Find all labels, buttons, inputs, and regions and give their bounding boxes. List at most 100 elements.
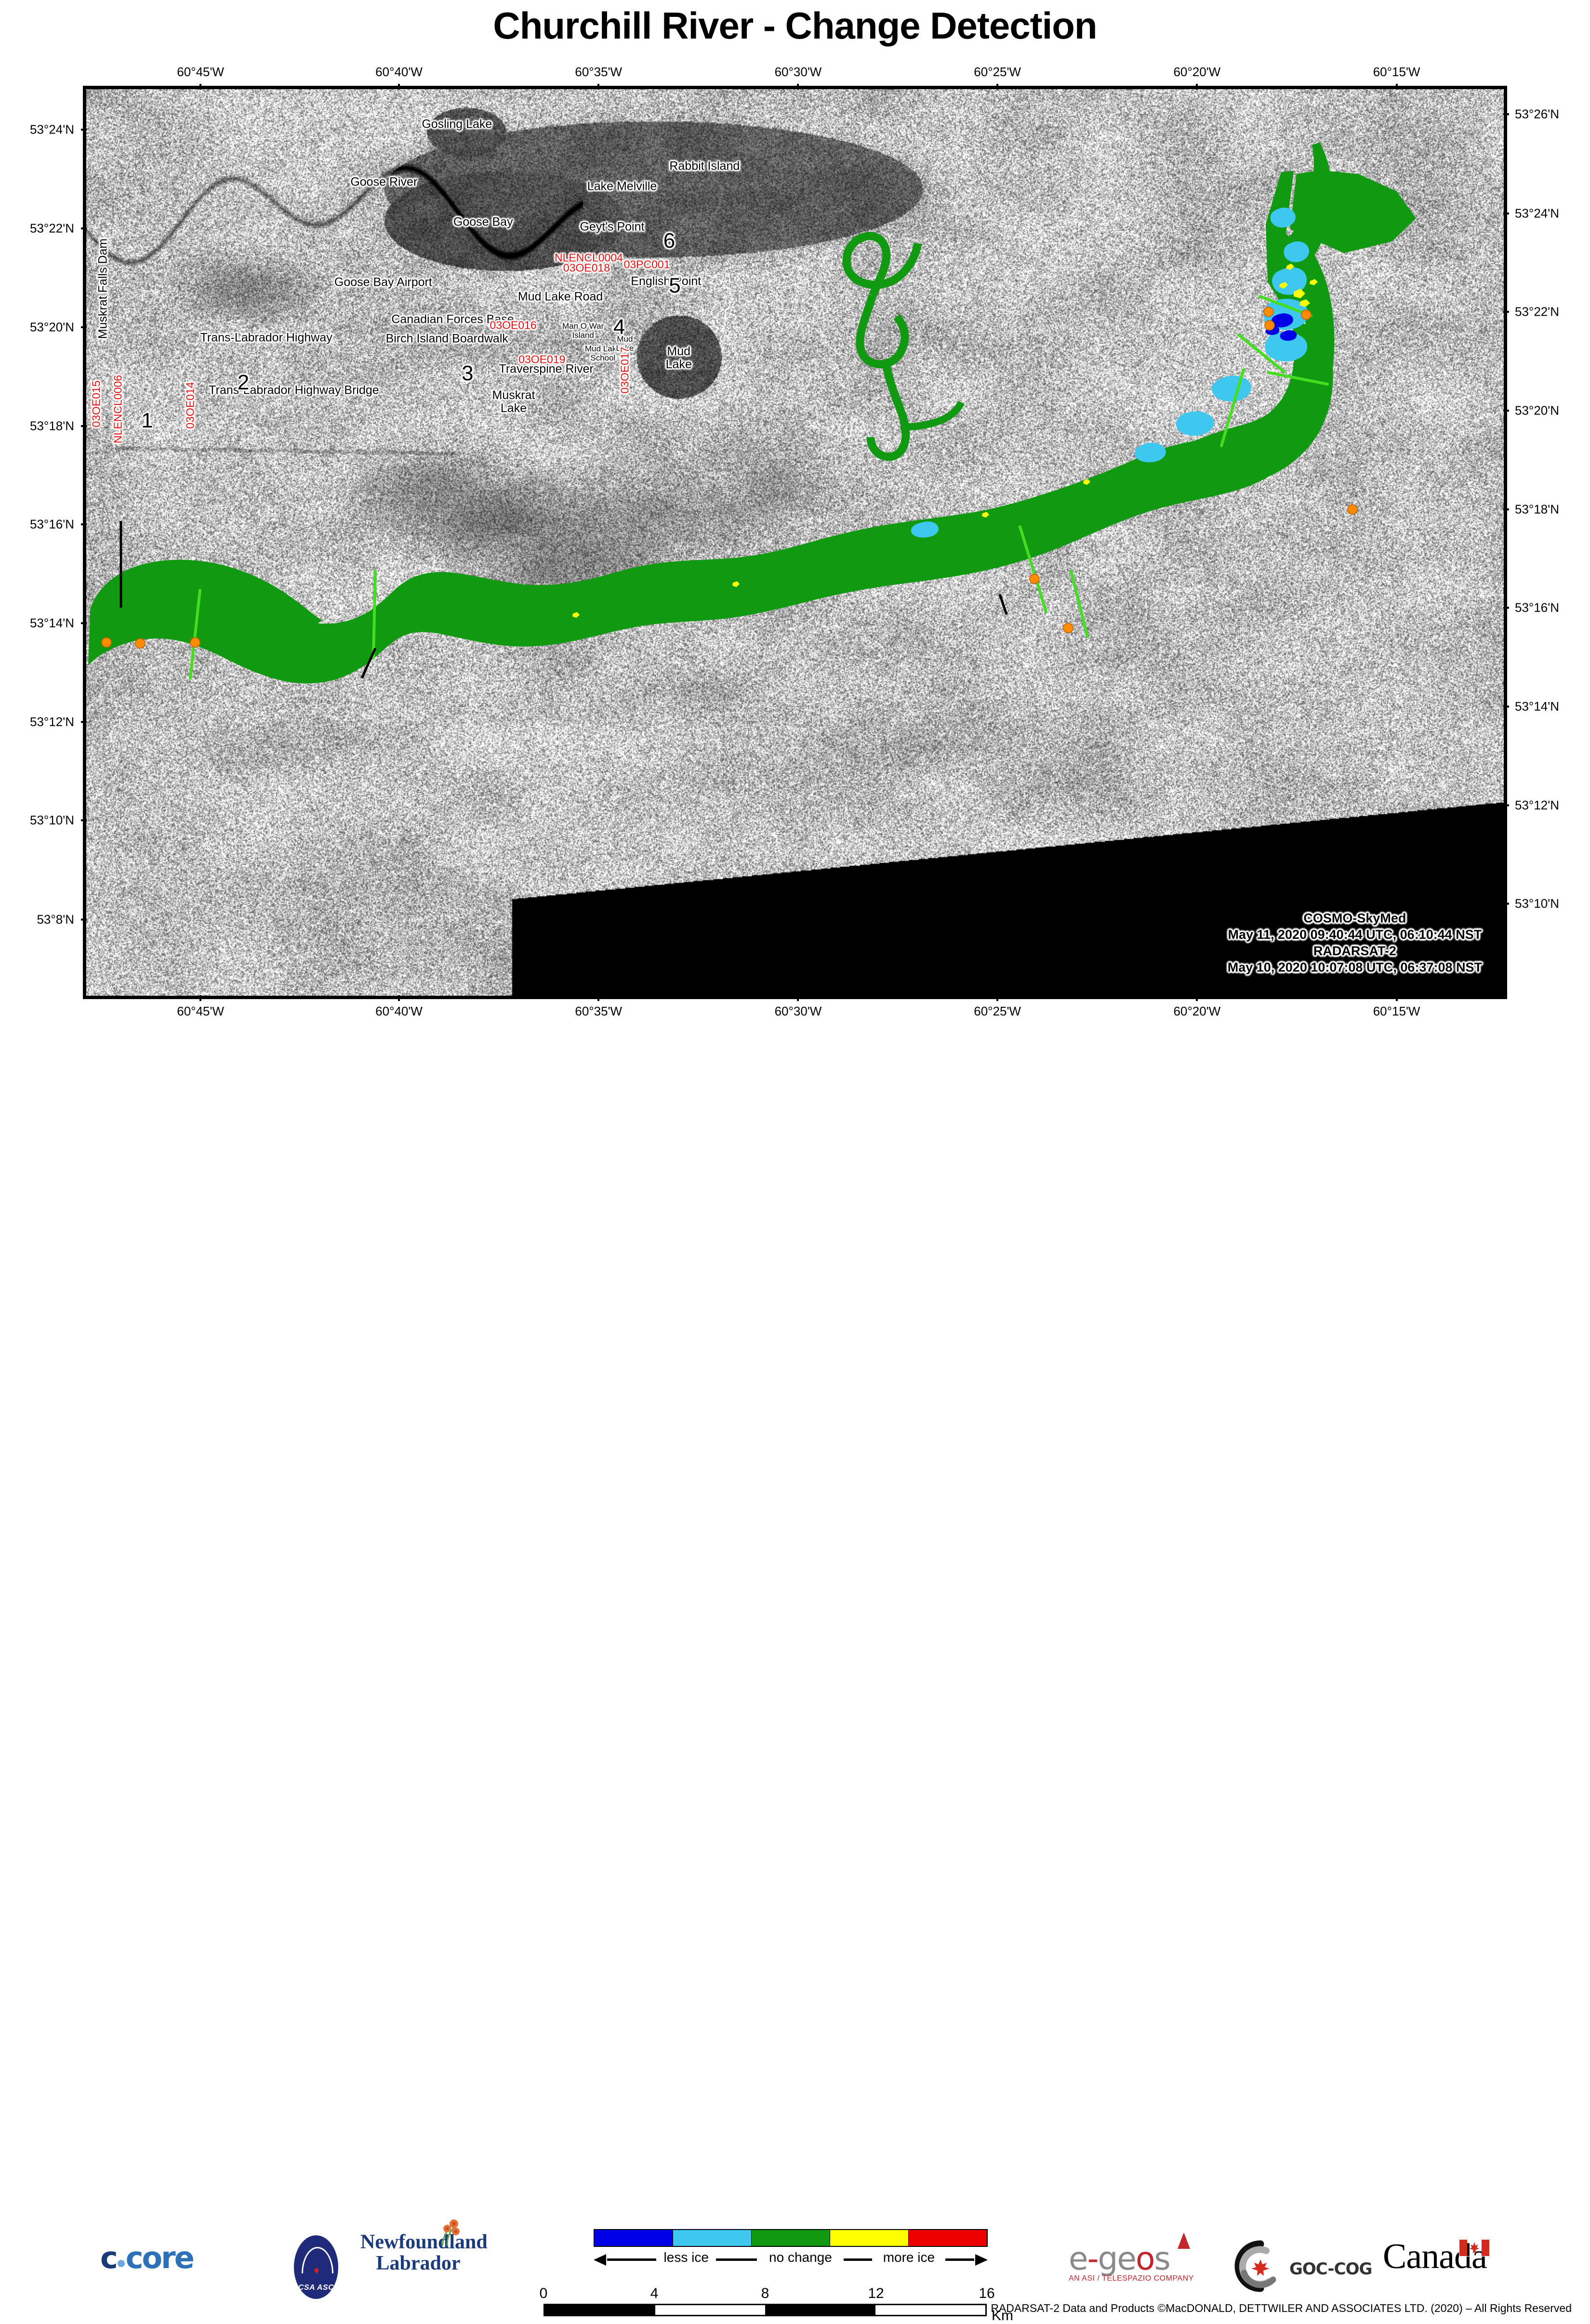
lat-tick-right-53°12'N: 53°12'N xyxy=(1515,798,1559,813)
csa-text: CSA ASC xyxy=(298,2284,334,2292)
legend-swatch-0 xyxy=(595,2230,673,2246)
river-polygon-headpond xyxy=(89,560,322,659)
legend-swatch-1 xyxy=(673,2230,752,2246)
lat-tick-mark xyxy=(81,326,87,329)
lon-tick-mark xyxy=(199,84,202,90)
lat-tick-left-53°12'N: 53°12'N xyxy=(30,714,74,729)
transect-03OE014 xyxy=(189,589,201,680)
copyright-text: RADARSAT-2 Data and Products ©MacDONALD,… xyxy=(991,2302,1572,2314)
station-dot-NLENCL0004 xyxy=(1263,307,1274,317)
lat-tick-mark xyxy=(1503,705,1509,708)
lon-tick-bottom-60°35'W: 60°35'W xyxy=(575,1004,623,1018)
ice-fan-polygon xyxy=(1290,170,1416,253)
newfoundland-labrador-logo: Newfoundland Labrador xyxy=(360,2219,488,2274)
lat-tick-left-53°20'N: 53°20'N xyxy=(30,320,74,334)
lat-tick-mark xyxy=(1503,212,1509,214)
goc-text: GOC-COG xyxy=(1289,2259,1372,2279)
lon-tick-top-60°15'W: 60°15'W xyxy=(1373,65,1420,79)
much-less-ice-patches xyxy=(1265,313,1297,341)
lat-tick-left-53°24'N: 53°24'N xyxy=(30,122,74,137)
scale-bar: 0 4 8 12 16 Km xyxy=(539,2285,1013,2324)
egeos-triangle-icon xyxy=(1178,2232,1190,2249)
lon-tick-mark xyxy=(597,84,600,90)
legend-label-more-ice: more ice xyxy=(883,2250,935,2265)
station-dot-03OE019 xyxy=(1063,623,1073,633)
lon-tick-top-60°30'W: 60°30'W xyxy=(774,65,822,79)
lat-tick-mark xyxy=(1503,607,1509,609)
station-dots xyxy=(101,307,1358,649)
lat-tick-mark xyxy=(81,819,87,822)
legend-swatch-2 xyxy=(752,2230,830,2246)
river-polygon-zone4 xyxy=(1159,323,1333,503)
egeos-logo: e-geos AN ASI / TELESPAZIO COMPANY xyxy=(1069,2232,1228,2283)
canada-wordmark: Canada xyxy=(1383,2236,1490,2277)
goose-river-ribbon3 xyxy=(866,363,910,461)
transect-03OE016 xyxy=(1019,525,1047,613)
egeos-o: o xyxy=(1135,2240,1155,2277)
lat-tick-mark xyxy=(81,523,87,525)
lon-tick-top-60°40'W: 60°40'W xyxy=(375,65,423,79)
lat-tick-right-53°24'N: 53°24'N xyxy=(1515,206,1559,220)
lat-tick-left-53°8'N: 53°8'N xyxy=(37,912,74,927)
scale-tick-16: 16 xyxy=(979,2285,995,2301)
lon-tick-mark xyxy=(398,84,400,90)
lat-tick-right-53°26'N: 53°26'N xyxy=(1515,107,1559,121)
lat-tick-mark xyxy=(1503,508,1509,510)
lon-tick-mark xyxy=(1196,84,1198,90)
transect-lines xyxy=(189,295,1329,680)
lon-tick-bottom-60°45'W: 60°45'W xyxy=(177,1004,224,1018)
lat-tick-right-53°18'N: 53°18'N xyxy=(1515,502,1559,517)
map-frame[interactable]: Gosling Lake Goose River Goose Bay Lake Mel… xyxy=(83,86,1507,999)
scale-track xyxy=(543,2304,987,2316)
less-ice-patches xyxy=(911,207,1309,538)
lon-tick-top-60°25'W: 60°25'W xyxy=(974,65,1021,79)
more-ice-arrow-icon xyxy=(975,2254,988,2266)
lat-tick-mark xyxy=(1503,903,1509,905)
pitcher-plant-flower-icon xyxy=(441,2219,460,2246)
ccore-dot-icon xyxy=(117,2260,125,2268)
goc-swoosh-icon xyxy=(1234,2240,1276,2292)
lon-tick-bottom-60°30'W: 60°30'W xyxy=(774,1004,822,1018)
scale-tick-8: 8 xyxy=(761,2285,769,2301)
transect-zone4 xyxy=(1220,368,1245,447)
legend-connector xyxy=(716,2258,757,2261)
less-ice-arrow-icon xyxy=(594,2254,606,2266)
egeos-dash: - xyxy=(1087,2240,1099,2277)
scale-tick-0: 0 xyxy=(539,2285,548,2301)
egeos-ge: ge xyxy=(1098,2240,1136,2277)
leader-lines xyxy=(119,521,1008,679)
lat-tick-left-53°14'N: 53°14'N xyxy=(30,615,74,630)
scale-tick-12: 12 xyxy=(868,2285,884,2301)
lon-tick-top-60°45'W: 60°45'W xyxy=(177,65,224,79)
lon-tick-bottom-60°25'W: 60°25'W xyxy=(974,1004,1021,1018)
legend-connector xyxy=(607,2258,657,2261)
legend-label-less-ice: less ice xyxy=(663,2250,709,2265)
page-title: Churchill River - Change Detection xyxy=(493,4,1097,47)
egeos-e: e xyxy=(1069,2240,1088,2277)
lon-tick-top-60°35'W: 60°35'W xyxy=(575,65,623,79)
scale-tick-4: 4 xyxy=(650,2285,659,2301)
lon-tick-mark xyxy=(996,995,999,1001)
station-dot-NLENCL0006 xyxy=(135,638,146,649)
lat-tick-mark xyxy=(81,622,87,625)
footer: less ice no change more ice 0 4 8 12 16 Km RAD… xyxy=(0,1099,1590,2324)
legend-label-no-change: no change xyxy=(769,2250,832,2265)
lon-tick-mark xyxy=(797,84,799,90)
station-dot-03OE018 xyxy=(1264,320,1275,331)
transect-zone5 xyxy=(1237,334,1285,373)
legend-swatch-4 xyxy=(909,2230,987,2246)
csa-logo: CSA ASC xyxy=(294,2235,342,2300)
station-dot-03OE014 xyxy=(190,637,200,648)
lat-tick-mark xyxy=(81,425,87,427)
station-dot-03OE016 xyxy=(1029,574,1040,584)
ccore-core-text: core xyxy=(125,2240,195,2275)
lat-tick-left-53°18'N: 53°18'N xyxy=(30,418,74,433)
lat-tick-mark xyxy=(81,721,87,723)
scale-numbers: 0 4 8 12 16 xyxy=(539,2285,995,2304)
lon-tick-mark xyxy=(1395,995,1398,1001)
goose-river-ribbon2 xyxy=(856,294,909,369)
lat-tick-right-53°20'N: 53°20'N xyxy=(1515,403,1559,418)
legend-text-row: less ice no change more ice xyxy=(594,2248,988,2267)
lat-tick-mark xyxy=(81,129,87,131)
legend-connector xyxy=(844,2258,873,2261)
